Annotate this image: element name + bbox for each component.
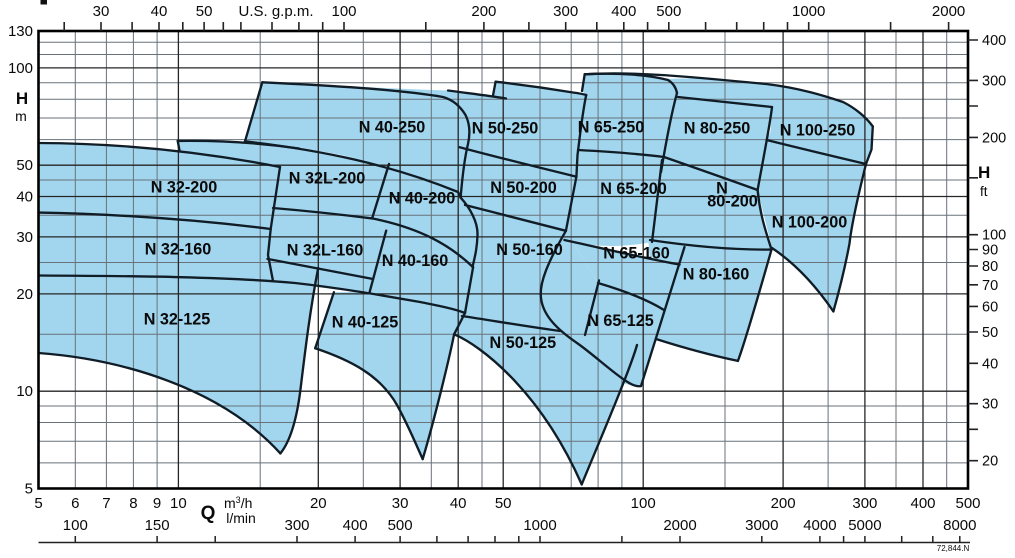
svg-text:400: 400	[343, 517, 368, 534]
svg-text:N 65-160: N 65-160	[603, 245, 670, 263]
svg-text:10: 10	[170, 495, 187, 512]
svg-text:N 40-125: N 40-125	[332, 314, 399, 332]
svg-text:m: m	[15, 108, 27, 124]
svg-text:2000: 2000	[932, 3, 965, 20]
svg-text:N 80-250: N 80-250	[684, 120, 751, 138]
svg-text:N: N	[716, 180, 728, 198]
svg-text:200: 200	[771, 495, 796, 512]
svg-text:10: 10	[16, 383, 33, 400]
svg-text:U.S. g.p.m.: U.S. g.p.m.	[238, 3, 313, 20]
svg-text:N 32-125: N 32-125	[144, 311, 211, 329]
svg-text:7: 7	[102, 495, 110, 512]
svg-text:1000: 1000	[523, 517, 556, 534]
svg-text:8: 8	[129, 495, 137, 512]
svg-text:80-200: 80-200	[707, 193, 757, 211]
svg-text:300: 300	[982, 73, 1006, 89]
svg-text:Q: Q	[201, 503, 216, 524]
svg-text:N 50-250: N 50-250	[472, 120, 539, 138]
svg-text:400: 400	[982, 33, 1006, 49]
svg-text:50: 50	[16, 157, 33, 174]
svg-text:30: 30	[16, 229, 33, 246]
svg-text:40: 40	[16, 189, 33, 206]
svg-text:ft: ft	[980, 184, 988, 199]
svg-text:N 32-160: N 32-160	[145, 241, 212, 259]
svg-text:50: 50	[495, 495, 512, 512]
svg-text:N 50-200: N 50-200	[490, 179, 557, 197]
svg-text:200: 200	[982, 130, 1006, 146]
svg-text:5000: 5000	[848, 517, 881, 534]
svg-text:N 40-200: N 40-200	[389, 190, 456, 208]
svg-text:100: 100	[8, 60, 33, 77]
svg-text:l/min: l/min	[226, 510, 256, 526]
svg-text:N 80-160: N 80-160	[683, 266, 750, 284]
svg-text:300: 300	[284, 517, 309, 534]
svg-text:N 32L-160: N 32L-160	[287, 242, 363, 260]
svg-text:20: 20	[16, 286, 33, 303]
svg-text:300: 300	[553, 3, 578, 20]
svg-text:30: 30	[93, 3, 110, 20]
svg-text:30: 30	[982, 397, 998, 413]
svg-text:6: 6	[71, 495, 79, 512]
svg-text:H: H	[16, 89, 28, 108]
svg-text:N 32L-200: N 32L-200	[289, 170, 365, 188]
svg-text:9: 9	[153, 495, 161, 512]
svg-text:20: 20	[982, 454, 998, 470]
svg-text:8000: 8000	[943, 517, 976, 534]
svg-text:80: 80	[982, 259, 998, 275]
svg-text:40: 40	[151, 3, 168, 20]
svg-text:500: 500	[388, 517, 413, 534]
svg-text:N 32-200: N 32-200	[151, 179, 218, 197]
svg-text:m3/h: m3/h	[224, 495, 252, 511]
svg-text:60: 60	[982, 299, 998, 315]
svg-text:40: 40	[450, 495, 467, 512]
svg-text:5: 5	[25, 481, 33, 498]
svg-text:50: 50	[982, 325, 998, 341]
svg-text:400: 400	[611, 3, 636, 20]
svg-text:100: 100	[631, 495, 656, 512]
svg-text:2000: 2000	[663, 517, 696, 534]
svg-text:3000: 3000	[745, 517, 778, 534]
svg-text:40: 40	[982, 356, 998, 372]
svg-text:N 65-250: N 65-250	[578, 119, 645, 137]
svg-text:4000: 4000	[803, 517, 836, 534]
svg-text:200: 200	[471, 3, 496, 20]
svg-text:100: 100	[982, 228, 1006, 244]
svg-text:400: 400	[910, 495, 935, 512]
svg-text:20: 20	[310, 495, 327, 512]
svg-text:300: 300	[852, 495, 877, 512]
svg-text:130: 130	[8, 23, 33, 40]
svg-text:N 50-160: N 50-160	[496, 241, 563, 259]
svg-text:1000: 1000	[792, 3, 825, 20]
svg-text:90: 90	[982, 243, 998, 259]
svg-text:H: H	[978, 163, 990, 182]
svg-text:N 100-250: N 100-250	[780, 122, 856, 140]
svg-text:72,844.N: 72,844.N	[937, 544, 970, 553]
svg-text:N 50-125: N 50-125	[490, 334, 557, 352]
svg-text:N 40-250: N 40-250	[359, 119, 426, 137]
svg-text:N 65-125: N 65-125	[587, 312, 654, 330]
svg-text:150: 150	[145, 517, 170, 534]
svg-text:N 100-200: N 100-200	[772, 214, 848, 232]
svg-text:50: 50	[196, 3, 213, 20]
svg-text:500: 500	[656, 3, 681, 20]
svg-text:70: 70	[982, 278, 998, 294]
svg-text:5: 5	[34, 495, 42, 512]
svg-text:N 40-160: N 40-160	[382, 252, 449, 270]
svg-text:30: 30	[392, 495, 409, 512]
svg-text:N 65-200: N 65-200	[600, 180, 667, 198]
svg-text:500: 500	[955, 495, 980, 512]
svg-text:100: 100	[331, 3, 356, 20]
svg-text:100: 100	[63, 517, 88, 534]
